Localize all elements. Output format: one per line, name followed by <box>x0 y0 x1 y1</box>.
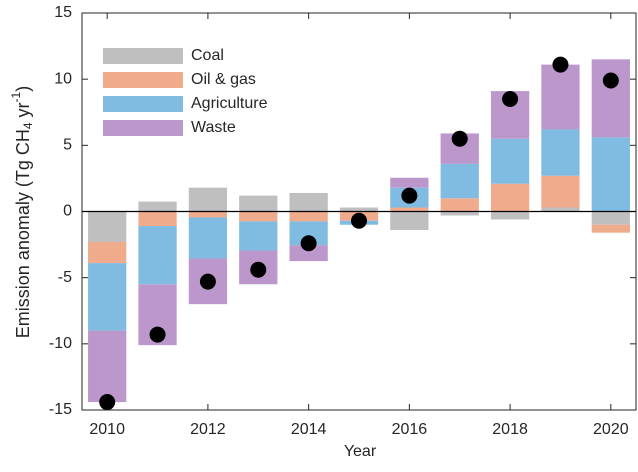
bar-segment <box>339 207 379 212</box>
bar-segment <box>541 175 580 208</box>
total-point <box>149 326 166 343</box>
x-tick-label: 2016 <box>392 421 428 438</box>
y-label-part: Emission anomaly (Tg CH <box>13 129 33 338</box>
legend-label: Waste <box>191 119 236 136</box>
y-axis-label: Emission anomaly (Tg CH4 yr-1) <box>9 86 35 338</box>
total-point <box>351 212 367 229</box>
bar-segment <box>591 59 630 138</box>
y-label-part: ) <box>13 86 33 92</box>
bar-segment <box>289 245 328 262</box>
x-tick-label: 2018 <box>492 421 528 438</box>
total-point <box>401 187 418 204</box>
y-label-sup: -1 <box>9 91 23 102</box>
bar-segment <box>88 211 127 242</box>
bar-segment <box>138 211 177 227</box>
bar-segment <box>390 207 429 212</box>
bar-segment <box>138 201 177 212</box>
bar-segment <box>541 207 580 212</box>
legend-swatch <box>103 48 183 64</box>
total-point <box>250 261 267 278</box>
bar-segment <box>591 211 630 225</box>
total-point <box>199 273 216 290</box>
bar-segment <box>490 211 530 220</box>
plot-frame <box>81 12 637 411</box>
bar-segment <box>289 211 328 222</box>
bar-segment <box>591 137 630 212</box>
y-tick-label: -15 <box>49 401 72 418</box>
bar-segment <box>390 211 429 231</box>
total-point <box>451 130 468 147</box>
total-point <box>300 235 317 252</box>
bar-segment <box>88 241 127 264</box>
bar-segment <box>239 221 278 251</box>
bar-segment <box>440 198 479 212</box>
total-point <box>552 56 569 73</box>
x-axis-label: Year <box>344 443 377 460</box>
bar-segment <box>541 64 580 130</box>
bar-segment <box>440 211 479 216</box>
y-tick-label: 15 <box>54 4 72 21</box>
total-point <box>502 91 519 108</box>
bar-segment <box>188 187 228 212</box>
bar-segment <box>591 224 630 233</box>
y-label-sub: 4 <box>21 122 35 129</box>
bar-segment <box>88 330 127 403</box>
legend-swatch <box>103 96 183 112</box>
y-tick-label: -10 <box>49 335 72 352</box>
x-tick-label: 2010 <box>89 421 125 438</box>
bar-segment <box>289 221 328 246</box>
legend-label: Agriculture <box>191 95 268 112</box>
bar-segment <box>390 177 429 188</box>
bar-segment <box>490 138 530 184</box>
y-tick-label: 0 <box>63 203 72 220</box>
bar-segment <box>490 183 530 212</box>
bar-segment <box>239 211 278 222</box>
legend-label: Oil & gas <box>191 71 256 88</box>
legend-swatch <box>103 72 183 88</box>
total-point <box>99 394 116 411</box>
total-point <box>602 72 619 89</box>
y-label-part: yr <box>13 102 33 122</box>
y-tick-label: 5 <box>63 137 72 154</box>
bar-segment <box>440 163 479 199</box>
x-tick-label: 2020 <box>593 421 629 438</box>
bar-segment <box>239 195 278 212</box>
bar-segment <box>541 129 580 176</box>
bar-segment <box>289 192 328 212</box>
x-tick-label: 2012 <box>190 421 226 438</box>
bar-segment <box>138 226 177 285</box>
bar-segment <box>188 217 228 259</box>
bar-segment <box>188 211 228 218</box>
x-tick-label: 2014 <box>291 421 327 438</box>
legend-label: Coal <box>191 47 224 64</box>
bar-segment <box>88 263 127 331</box>
y-tick-label: -5 <box>58 269 72 286</box>
y-tick-label: 10 <box>54 70 72 87</box>
legend-swatch <box>103 120 183 136</box>
